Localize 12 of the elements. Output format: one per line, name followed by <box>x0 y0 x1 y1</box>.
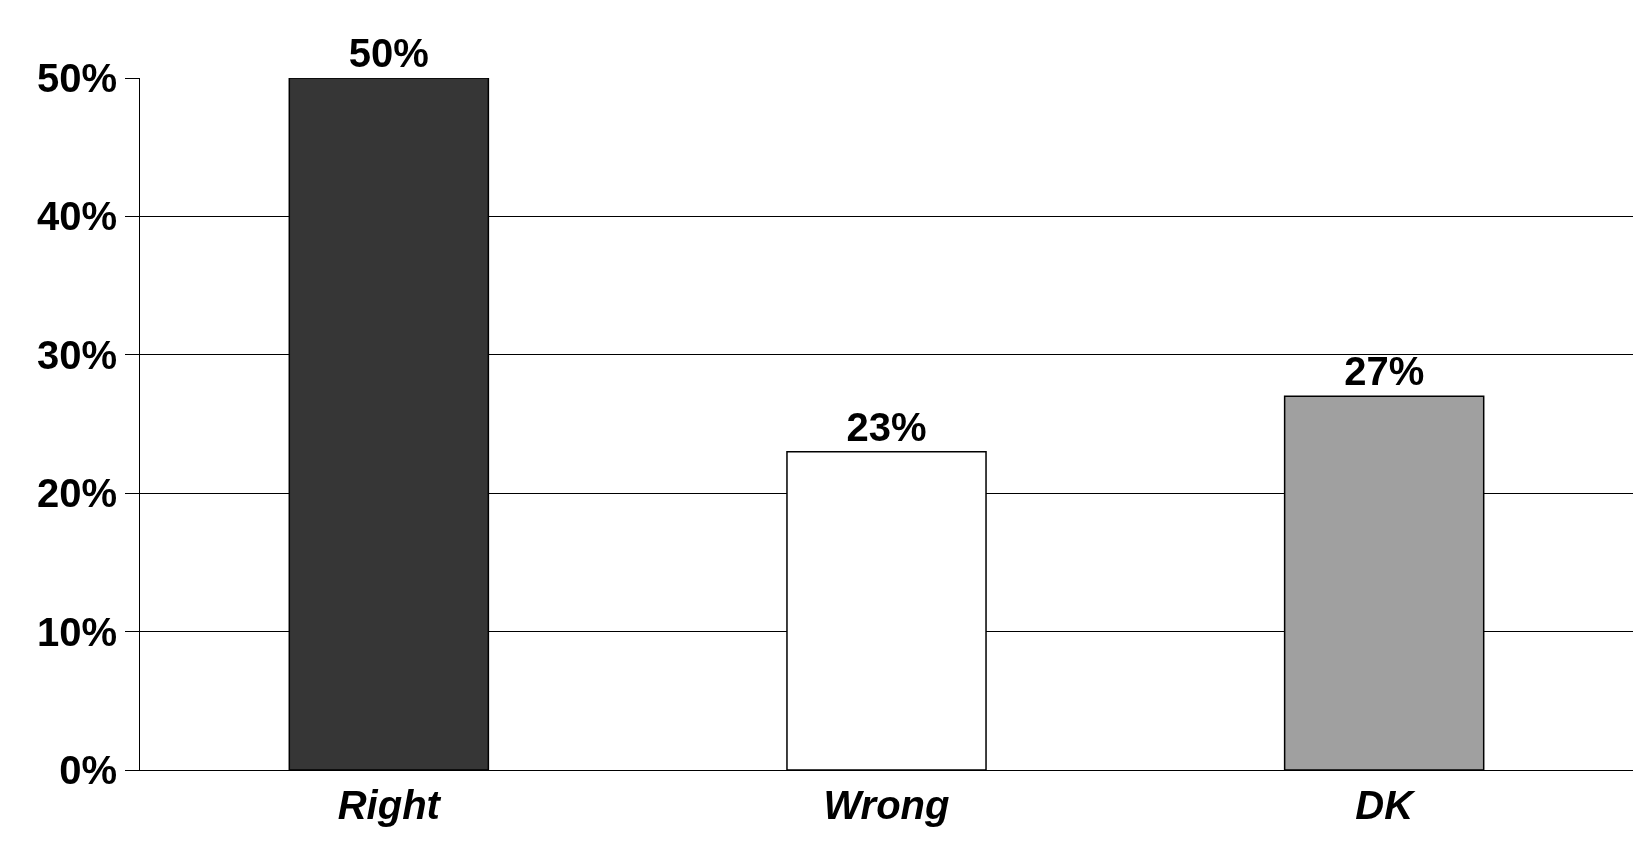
y-tick-label: 50% <box>36 56 117 100</box>
y-tick-label: 30% <box>36 332 117 377</box>
x-tick-label: Right <box>337 783 442 827</box>
y-tick-label: 10% <box>36 609 117 654</box>
data-label: 50% <box>348 31 429 75</box>
x-tick-label: DK <box>1355 783 1417 827</box>
x-tick-label: Wrong <box>823 783 950 827</box>
data-label: 27% <box>1344 349 1425 394</box>
data-label: 23% <box>846 404 927 449</box>
y-tick-label: 20% <box>36 471 117 516</box>
y-tick-label: 0% <box>59 748 117 792</box>
y-tick-label: 40% <box>36 194 117 239</box>
